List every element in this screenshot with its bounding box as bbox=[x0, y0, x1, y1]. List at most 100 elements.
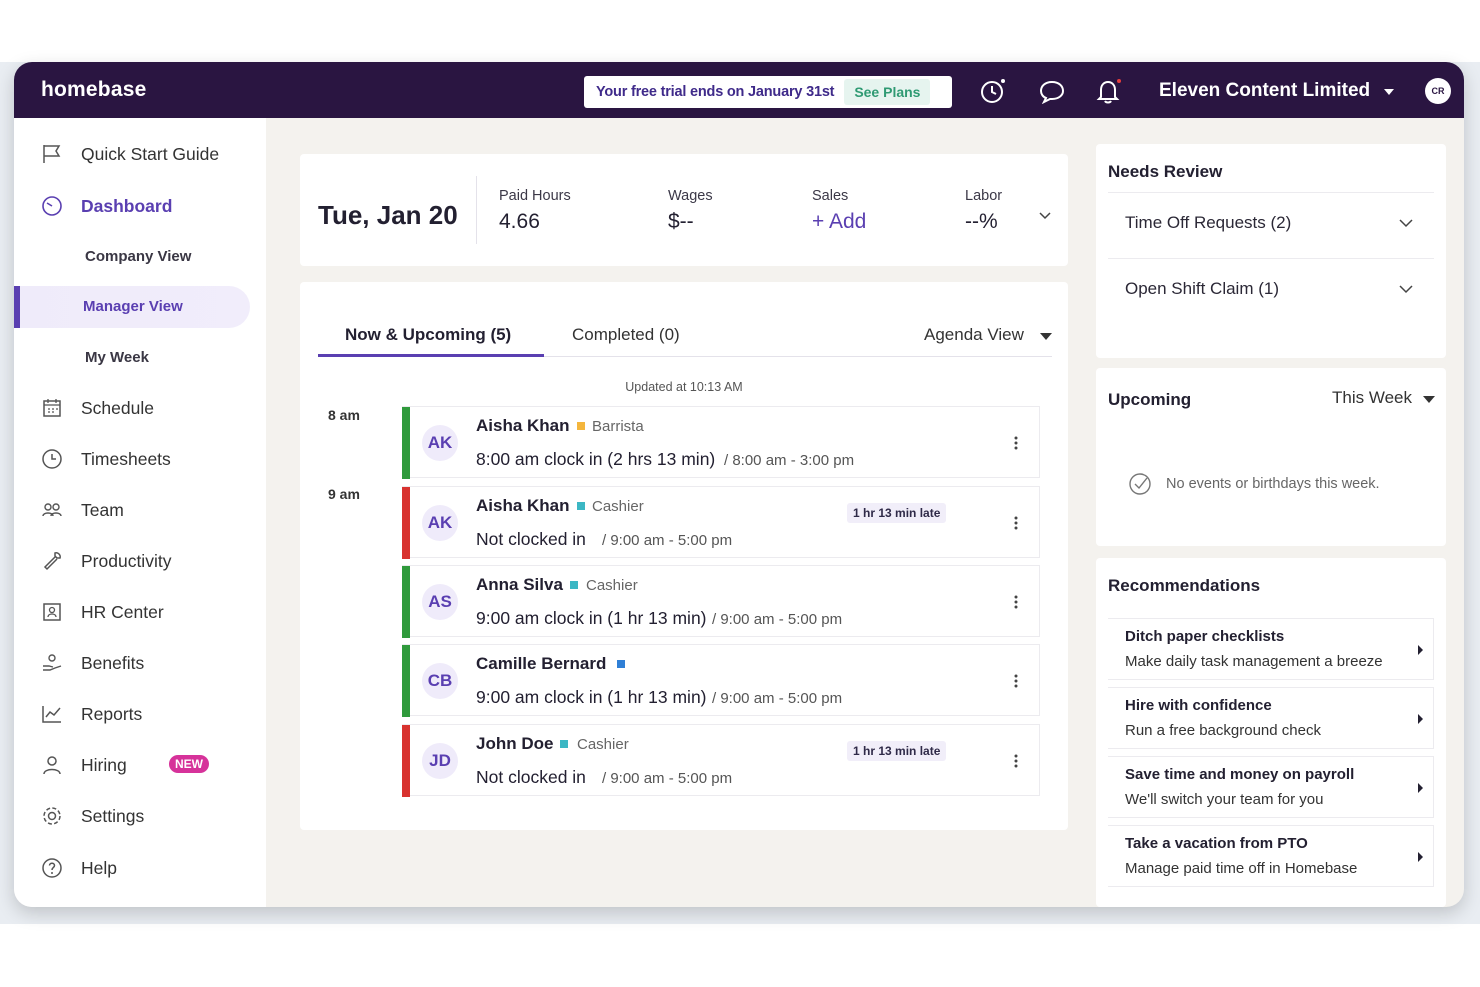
recommendation-item[interactable]: Ditch paper checklists Make daily task m… bbox=[1108, 618, 1434, 680]
dashboard-icon bbox=[42, 196, 62, 216]
sidebar-item-manager-view[interactable]: Manager View bbox=[14, 286, 250, 328]
sidebar-item-label: Team bbox=[81, 499, 124, 520]
role-label: Cashier bbox=[577, 736, 629, 753]
more-options-icon[interactable] bbox=[1014, 594, 1018, 610]
sidebar-item-timesheets[interactable]: Timesheets bbox=[14, 439, 266, 479]
sidebar-item-company-view[interactable]: Company View bbox=[14, 236, 266, 278]
recommendation-item[interactable]: Take a vacation from PTO Manage paid tim… bbox=[1108, 825, 1434, 887]
clock-icon[interactable] bbox=[980, 78, 1006, 104]
late-badge: 1 hr 13 min late bbox=[847, 503, 947, 523]
new-badge: NEW bbox=[169, 755, 209, 773]
metric-label: Labor bbox=[965, 188, 1003, 204]
recommendation-title: Take a vacation from PTO bbox=[1125, 835, 1308, 852]
recommendations-card: Recommendations Ditch paper checklists M… bbox=[1096, 558, 1446, 907]
time-off-requests-row[interactable]: Time Off Requests (2) bbox=[1108, 192, 1434, 254]
sidebar-item-quick-start[interactable]: Quick Start Guide bbox=[14, 134, 266, 174]
status-bar bbox=[402, 566, 410, 638]
chevron-down-icon[interactable] bbox=[1398, 217, 1414, 229]
plus-icon: + bbox=[812, 210, 829, 233]
trial-banner: Your free trial ends on January 31st See… bbox=[584, 76, 952, 108]
recommendation-title: Ditch paper checklists bbox=[1125, 628, 1285, 645]
empty-state-text: No events or birthdays this week. bbox=[1166, 476, 1380, 492]
sidebar-item-reports[interactable]: Reports bbox=[14, 694, 266, 734]
avatar: JD bbox=[422, 743, 458, 779]
shift-row[interactable]: AK Aisha Khan Cashier 1 hr 13 min late N… bbox=[402, 486, 1040, 559]
range-select[interactable]: This Week bbox=[1332, 388, 1412, 407]
see-plans-button[interactable]: See Plans bbox=[844, 79, 931, 105]
sidebar-item-productivity[interactable]: Productivity bbox=[14, 541, 266, 581]
sidebar-item-schedule[interactable]: Schedule bbox=[14, 388, 266, 428]
clock-status: 9:00 am clock in (1 hr 13 min) bbox=[476, 608, 707, 628]
hr-icon bbox=[43, 603, 61, 621]
recommendation-item[interactable]: Hire with confidence Run a free backgrou… bbox=[1108, 687, 1434, 749]
top-bar: homebase Your free trial ends on January… bbox=[14, 62, 1464, 118]
caret-down-icon[interactable] bbox=[1423, 396, 1435, 403]
more-options-icon[interactable] bbox=[1014, 515, 1018, 531]
company-selector[interactable]: Eleven Content Limited bbox=[1159, 80, 1371, 101]
shift-row[interactable]: CB Camille Bernard 9:00 am clock in (1 h… bbox=[402, 644, 1040, 717]
sidebar-item-label: My Week bbox=[85, 349, 149, 366]
caret-right-icon bbox=[1418, 852, 1423, 862]
sidebar-item-my-week[interactable]: My Week bbox=[14, 337, 266, 379]
recommendation-subtitle: Make daily task management a breeze bbox=[1125, 653, 1383, 670]
metric-value: --% bbox=[965, 210, 998, 233]
shift-row[interactable]: AS Anna Silva Cashier 9:00 am clock in (… bbox=[402, 565, 1040, 638]
open-shift-claim-row[interactable]: Open Shift Claim (1) bbox=[1108, 258, 1434, 320]
recommendation-item[interactable]: Save time and money on payroll We'll swi… bbox=[1108, 756, 1434, 818]
labor-metric: Labor --% bbox=[965, 188, 1002, 234]
sidebar-item-label: HR Center bbox=[81, 601, 164, 622]
sidebar-item-label: Company View bbox=[85, 248, 192, 265]
summary-date: Tue, Jan 20 bbox=[318, 200, 458, 230]
recommendation-subtitle: We'll switch your team for you bbox=[1125, 791, 1324, 808]
wages-metric: Wages $-- bbox=[668, 188, 713, 234]
clock-icon bbox=[42, 449, 62, 469]
sidebar-item-help[interactable]: Help bbox=[14, 848, 266, 888]
more-options-icon[interactable] bbox=[1014, 435, 1018, 451]
avatar: AK bbox=[422, 505, 458, 541]
sidebar-item-hr-center[interactable]: HR Center bbox=[14, 592, 266, 632]
paid-hours-metric: Paid Hours 4.66 bbox=[499, 188, 571, 234]
sidebar-item-team[interactable]: Team bbox=[14, 490, 266, 530]
tab-now-upcoming[interactable]: Now & Upcoming (5) bbox=[345, 325, 512, 344]
role-color-dot bbox=[617, 660, 625, 668]
shifts-card: Now & Upcoming (5) Completed (0) Agenda … bbox=[300, 282, 1068, 830]
more-options-icon[interactable] bbox=[1014, 753, 1018, 769]
employee-name: Anna Silva bbox=[476, 575, 563, 594]
late-badge: 1 hr 13 min late bbox=[847, 741, 947, 761]
sidebar-item-benefits[interactable]: Benefits bbox=[14, 643, 266, 683]
sidebar-item-hiring[interactable]: Hiring NEW bbox=[14, 745, 266, 785]
chat-icon[interactable] bbox=[1039, 78, 1065, 104]
caret-down-icon[interactable] bbox=[1384, 89, 1394, 95]
caret-down-icon[interactable] bbox=[1040, 333, 1052, 340]
shift-row[interactable]: JD John Doe Cashier 1 hr 13 min late Not… bbox=[402, 724, 1040, 797]
sidebar-item-label: Benefits bbox=[81, 652, 145, 673]
metric-label: Wages bbox=[668, 188, 713, 204]
shift-time: / 8:00 am - 3:00 pm bbox=[724, 452, 855, 469]
shift-row[interactable]: AK Aisha Khan Barrista 8:00 am clock in … bbox=[402, 406, 1040, 479]
benefits-icon bbox=[43, 654, 62, 671]
avatar: AS bbox=[422, 584, 458, 620]
role-color-dot bbox=[570, 581, 578, 589]
more-options-icon[interactable] bbox=[1014, 673, 1018, 689]
add-sales-button[interactable]: + Add bbox=[812, 210, 866, 234]
view-select[interactable]: Agenda View bbox=[924, 325, 1024, 344]
sidebar-item-settings[interactable]: Settings bbox=[14, 796, 266, 836]
chart-icon bbox=[42, 706, 61, 723]
trial-text: Your free trial ends on January 31st bbox=[596, 84, 835, 100]
clock-status: 9:00 am clock in (1 hr 13 min) bbox=[476, 687, 707, 707]
recommendation-subtitle: Manage paid time off in Homebase bbox=[1125, 860, 1358, 877]
bell-icon[interactable] bbox=[1095, 78, 1121, 104]
clock-status: Not clocked in bbox=[476, 529, 586, 549]
user-avatar[interactable]: CR bbox=[1425, 78, 1451, 104]
homebase-logo[interactable]: homebase bbox=[41, 78, 147, 101]
shift-time: / 9:00 am - 5:00 pm bbox=[712, 611, 843, 628]
chevron-down-icon[interactable] bbox=[1038, 209, 1052, 223]
clock-status: 8:00 am clock in (2 hrs 13 min) bbox=[476, 449, 716, 469]
tab-completed[interactable]: Completed (0) bbox=[572, 325, 680, 344]
updated-timestamp: Updated at 10:13 AM bbox=[625, 380, 743, 394]
employee-name: John Doe bbox=[476, 734, 554, 753]
upcoming-card: Upcoming This Week No events or birthday… bbox=[1096, 368, 1446, 546]
chevron-down-icon[interactable] bbox=[1398, 283, 1414, 295]
calendar-icon bbox=[43, 399, 61, 417]
sidebar-item-dashboard[interactable]: Dashboard bbox=[14, 186, 266, 226]
